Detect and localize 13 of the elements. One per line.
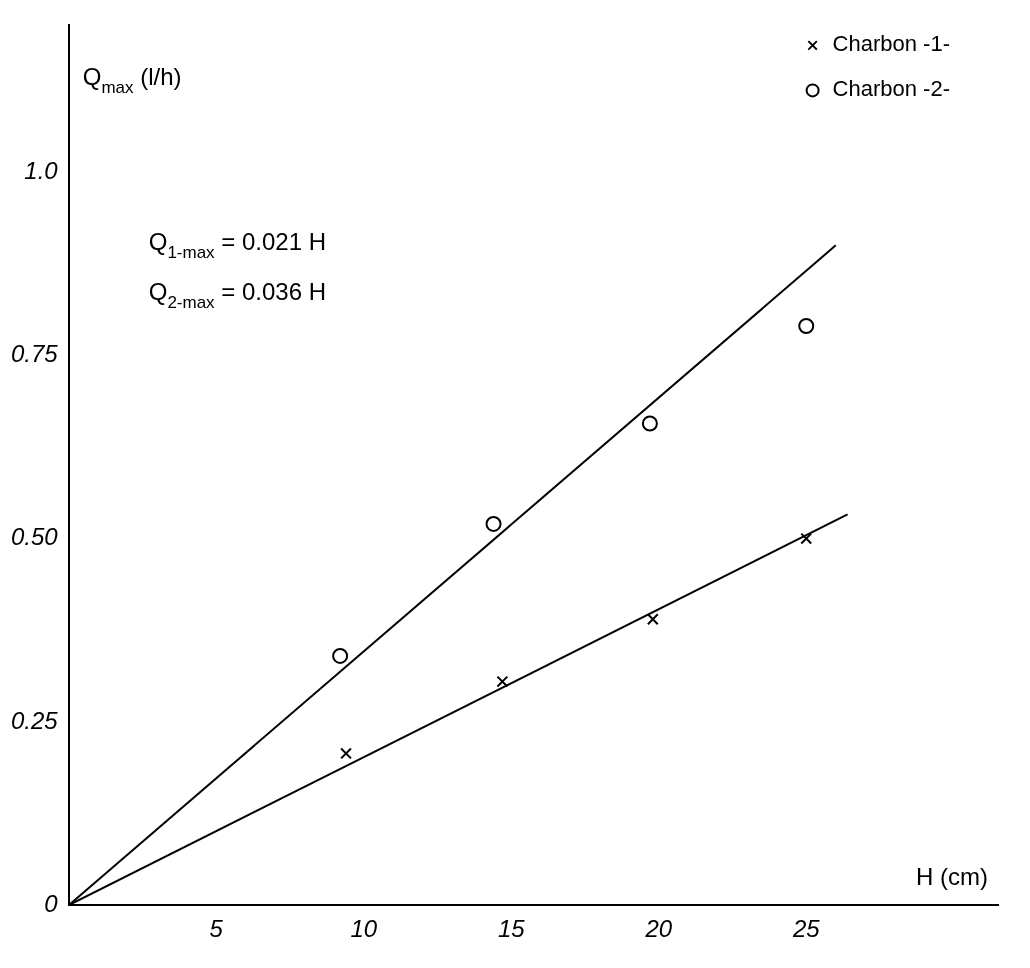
y-tick-label: 0: [44, 889, 59, 917]
x-tick-label: 10: [350, 915, 378, 943]
legend-label: Charbon -2-: [832, 76, 950, 102]
y-tick-label: 0.75: [10, 340, 59, 367]
x-tick-label: 15: [497, 915, 526, 943]
x-tick-label: 25: [791, 915, 821, 943]
x-axis-title: H (cm): [916, 863, 989, 891]
x-tick-label: 5: [209, 915, 224, 943]
legend-label: Charbon -1-: [832, 31, 950, 57]
y-tick-label: 1.0: [24, 156, 59, 184]
x-tick-label: 20: [644, 915, 673, 943]
y-tick-label: 0.25: [10, 706, 59, 734]
y-tick-label: 0.50: [10, 523, 59, 551]
